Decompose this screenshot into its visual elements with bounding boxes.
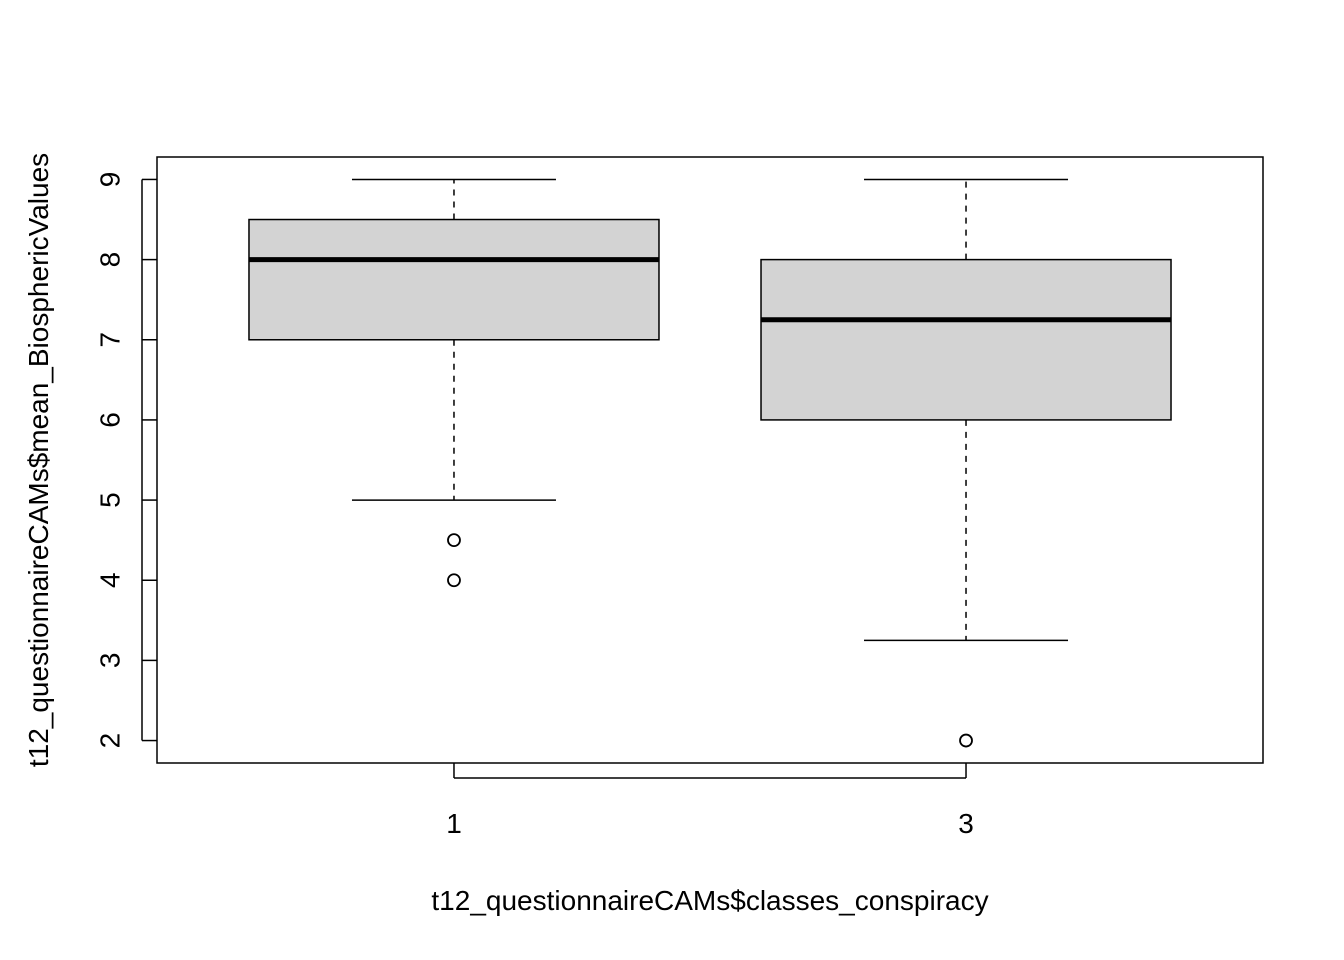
y-tick-label: 7 [95, 332, 126, 348]
y-tick-label: 2 [95, 733, 126, 749]
box-group-3 [760, 178, 1172, 748]
plot-frame [156, 156, 1264, 764]
iqr-box [760, 258, 1172, 421]
y-tick-label: 3 [95, 653, 126, 669]
y-tick-label: 9 [95, 172, 126, 188]
x-tick-label: 1 [446, 808, 462, 839]
y-tick-label: 4 [95, 572, 126, 588]
iqr-box [248, 218, 660, 341]
y-tick-label: 8 [95, 252, 126, 268]
y-tick-label: 5 [95, 492, 126, 508]
y-axis-label: t12_questionnaireCAMs$mean_BiosphericVal… [23, 153, 54, 767]
y-axis: 2 3 4 5 6 7 8 9 [95, 172, 157, 749]
outlier-point [447, 533, 461, 548]
box-group-1 [248, 178, 660, 588]
x-tick-label: 3 [958, 808, 974, 839]
x-axis-label: t12_questionnaireCAMs$classes_conspiracy [431, 885, 988, 916]
chart-marks [248, 178, 1172, 748]
outlier-point [959, 733, 973, 748]
outlier-point [447, 573, 461, 588]
y-tick-label: 6 [95, 412, 126, 428]
